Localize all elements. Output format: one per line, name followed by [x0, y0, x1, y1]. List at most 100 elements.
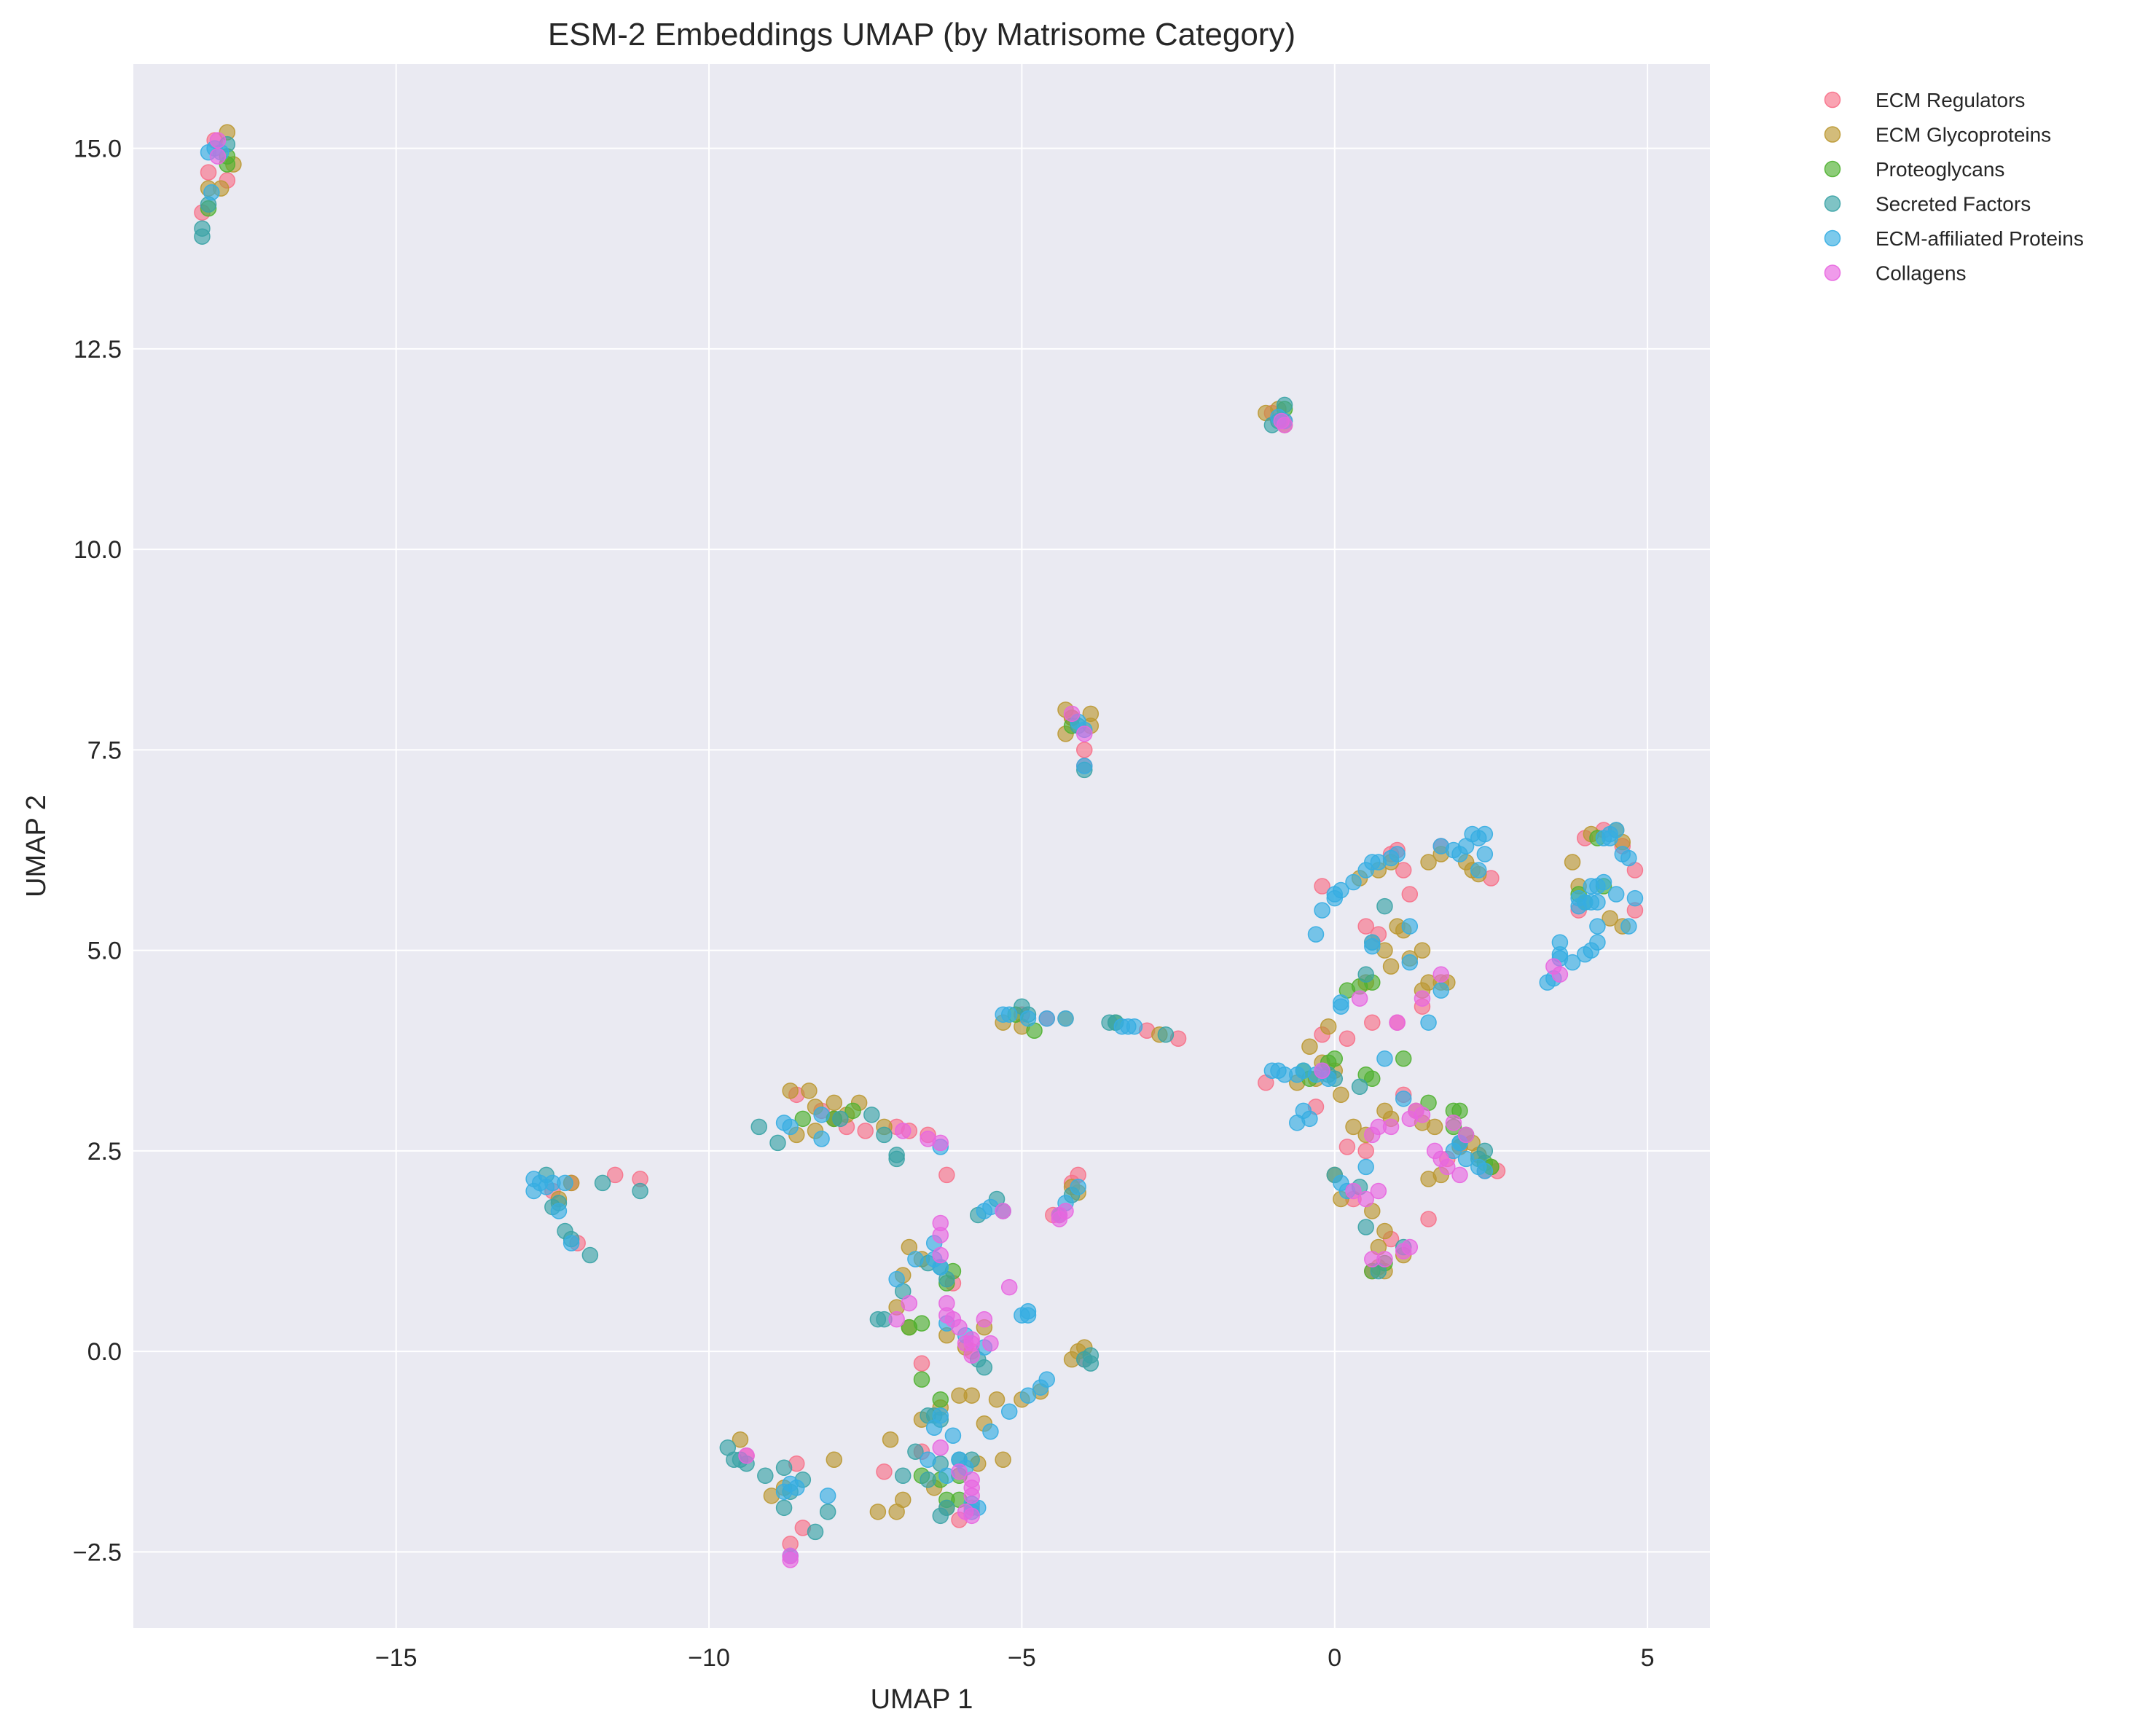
scatter-point — [1314, 878, 1330, 895]
scatter-point — [1389, 1014, 1406, 1031]
scatter-point — [988, 1391, 1006, 1408]
y-tick-label: 10.0 — [74, 536, 122, 564]
scatter-point — [932, 1246, 949, 1264]
scatter-point — [1439, 1158, 1456, 1176]
scatter-point — [1395, 1050, 1412, 1067]
scatter-point — [1345, 1182, 1362, 1200]
scatter-point — [1333, 994, 1349, 1011]
legend-label: ECM Regulators — [1875, 89, 2025, 111]
scatter-point — [963, 1507, 980, 1525]
scatter-point — [832, 1110, 849, 1128]
scatter-point — [1389, 846, 1406, 862]
scatter-point — [1376, 1050, 1393, 1067]
scatter-point — [1063, 705, 1081, 723]
scatter-point — [932, 1134, 949, 1152]
scatter-point — [1301, 1038, 1318, 1056]
scatter-point — [1364, 1014, 1381, 1031]
scatter-point — [876, 1126, 893, 1144]
scatter-point — [738, 1447, 755, 1464]
x-tick-label: 0 — [1328, 1644, 1341, 1672]
scatter-point — [525, 1182, 542, 1200]
scatter-point — [1288, 1115, 1306, 1131]
scatter-point — [1051, 1211, 1068, 1227]
y-tick-label: −2.5 — [73, 1539, 122, 1566]
scatter-point — [1457, 1150, 1475, 1168]
scatter-point — [857, 1123, 874, 1139]
scatter-point — [1357, 1190, 1374, 1208]
y-tick-label: 7.5 — [87, 736, 122, 764]
legend-label: ECM-affiliated Proteins — [1875, 227, 2084, 250]
scatter-point — [863, 1107, 880, 1123]
scatter-point — [963, 1488, 980, 1504]
scatter-point — [869, 1504, 887, 1520]
scatter-point — [782, 1118, 799, 1136]
scatter-point — [562, 1235, 580, 1251]
scatter-point — [1333, 881, 1349, 899]
legend-marker — [1824, 126, 1841, 143]
scatter-point — [557, 1174, 573, 1192]
scatter-point — [888, 1311, 905, 1328]
scatter-point — [813, 1107, 830, 1123]
scatter-point — [1470, 862, 1487, 879]
x-tick-label: 5 — [1641, 1644, 1655, 1672]
y-tick-label: 2.5 — [87, 1138, 122, 1166]
scatter-point — [982, 1335, 999, 1352]
scatter-point — [1420, 1014, 1437, 1031]
y-tick-label: 5.0 — [87, 938, 122, 965]
scatter-point — [907, 1251, 924, 1268]
scatter-point — [1364, 1070, 1381, 1088]
scatter-point — [963, 1347, 980, 1364]
scatter-point — [1019, 1307, 1037, 1324]
scatter-point — [1476, 1142, 1494, 1160]
scatter-point — [1589, 934, 1606, 951]
scatter-point — [1595, 830, 1612, 846]
scatter-point — [732, 1431, 749, 1448]
series-4 — [200, 140, 1644, 1565]
scatter-point — [1589, 894, 1606, 911]
scatter-point — [1445, 1115, 1462, 1131]
scatter-point — [200, 164, 217, 181]
scatter-point — [1314, 902, 1330, 919]
legend: ECM Regulators ECM Glycoproteins Proteogly… — [1824, 89, 2084, 285]
scatter-point — [757, 1467, 774, 1485]
scatter-point — [1476, 846, 1494, 862]
scatter-point — [944, 1427, 962, 1445]
scatter-point — [782, 1547, 799, 1565]
legend-marker — [1824, 229, 1841, 247]
scatter-point — [882, 1431, 899, 1448]
scatter-point — [769, 1134, 786, 1152]
scatter-points — [194, 124, 1644, 1568]
scatter-point — [1395, 862, 1412, 879]
scatter-point — [938, 1166, 955, 1184]
scatter-point — [920, 1451, 936, 1469]
scatter-point — [1564, 854, 1581, 871]
legend-marker — [1824, 160, 1841, 178]
scatter-point — [1626, 889, 1644, 907]
scatter-point — [1401, 886, 1419, 903]
x-tick-label: −10 — [688, 1644, 730, 1672]
scatter-point — [876, 1463, 893, 1480]
scatter-point — [1551, 934, 1569, 951]
scatter-point — [1019, 1010, 1037, 1027]
scatter-point — [194, 220, 211, 237]
scatter-point — [1057, 1010, 1074, 1027]
scatter-point — [1426, 1142, 1443, 1160]
scatter-point — [1351, 1078, 1368, 1096]
scatter-point — [794, 1110, 812, 1128]
scatter-point — [1276, 417, 1293, 433]
scatter-point — [1320, 1018, 1337, 1035]
y-tick-label: 12.5 — [74, 336, 122, 364]
scatter-point — [1307, 926, 1325, 943]
scatter-point — [775, 1459, 793, 1477]
legend-label: ECM Glycoproteins — [1875, 124, 2051, 146]
scatter-point — [203, 184, 220, 201]
scatter-point — [982, 1423, 999, 1440]
legend-label: Collagens — [1875, 262, 1967, 285]
scatter-point — [209, 148, 227, 165]
y-axis-label: UMAP 2 — [21, 795, 52, 897]
scatter-point — [750, 1118, 767, 1136]
scatter-point — [813, 1131, 830, 1147]
scatter-point — [901, 1294, 918, 1312]
scatter-point — [1338, 1139, 1356, 1155]
